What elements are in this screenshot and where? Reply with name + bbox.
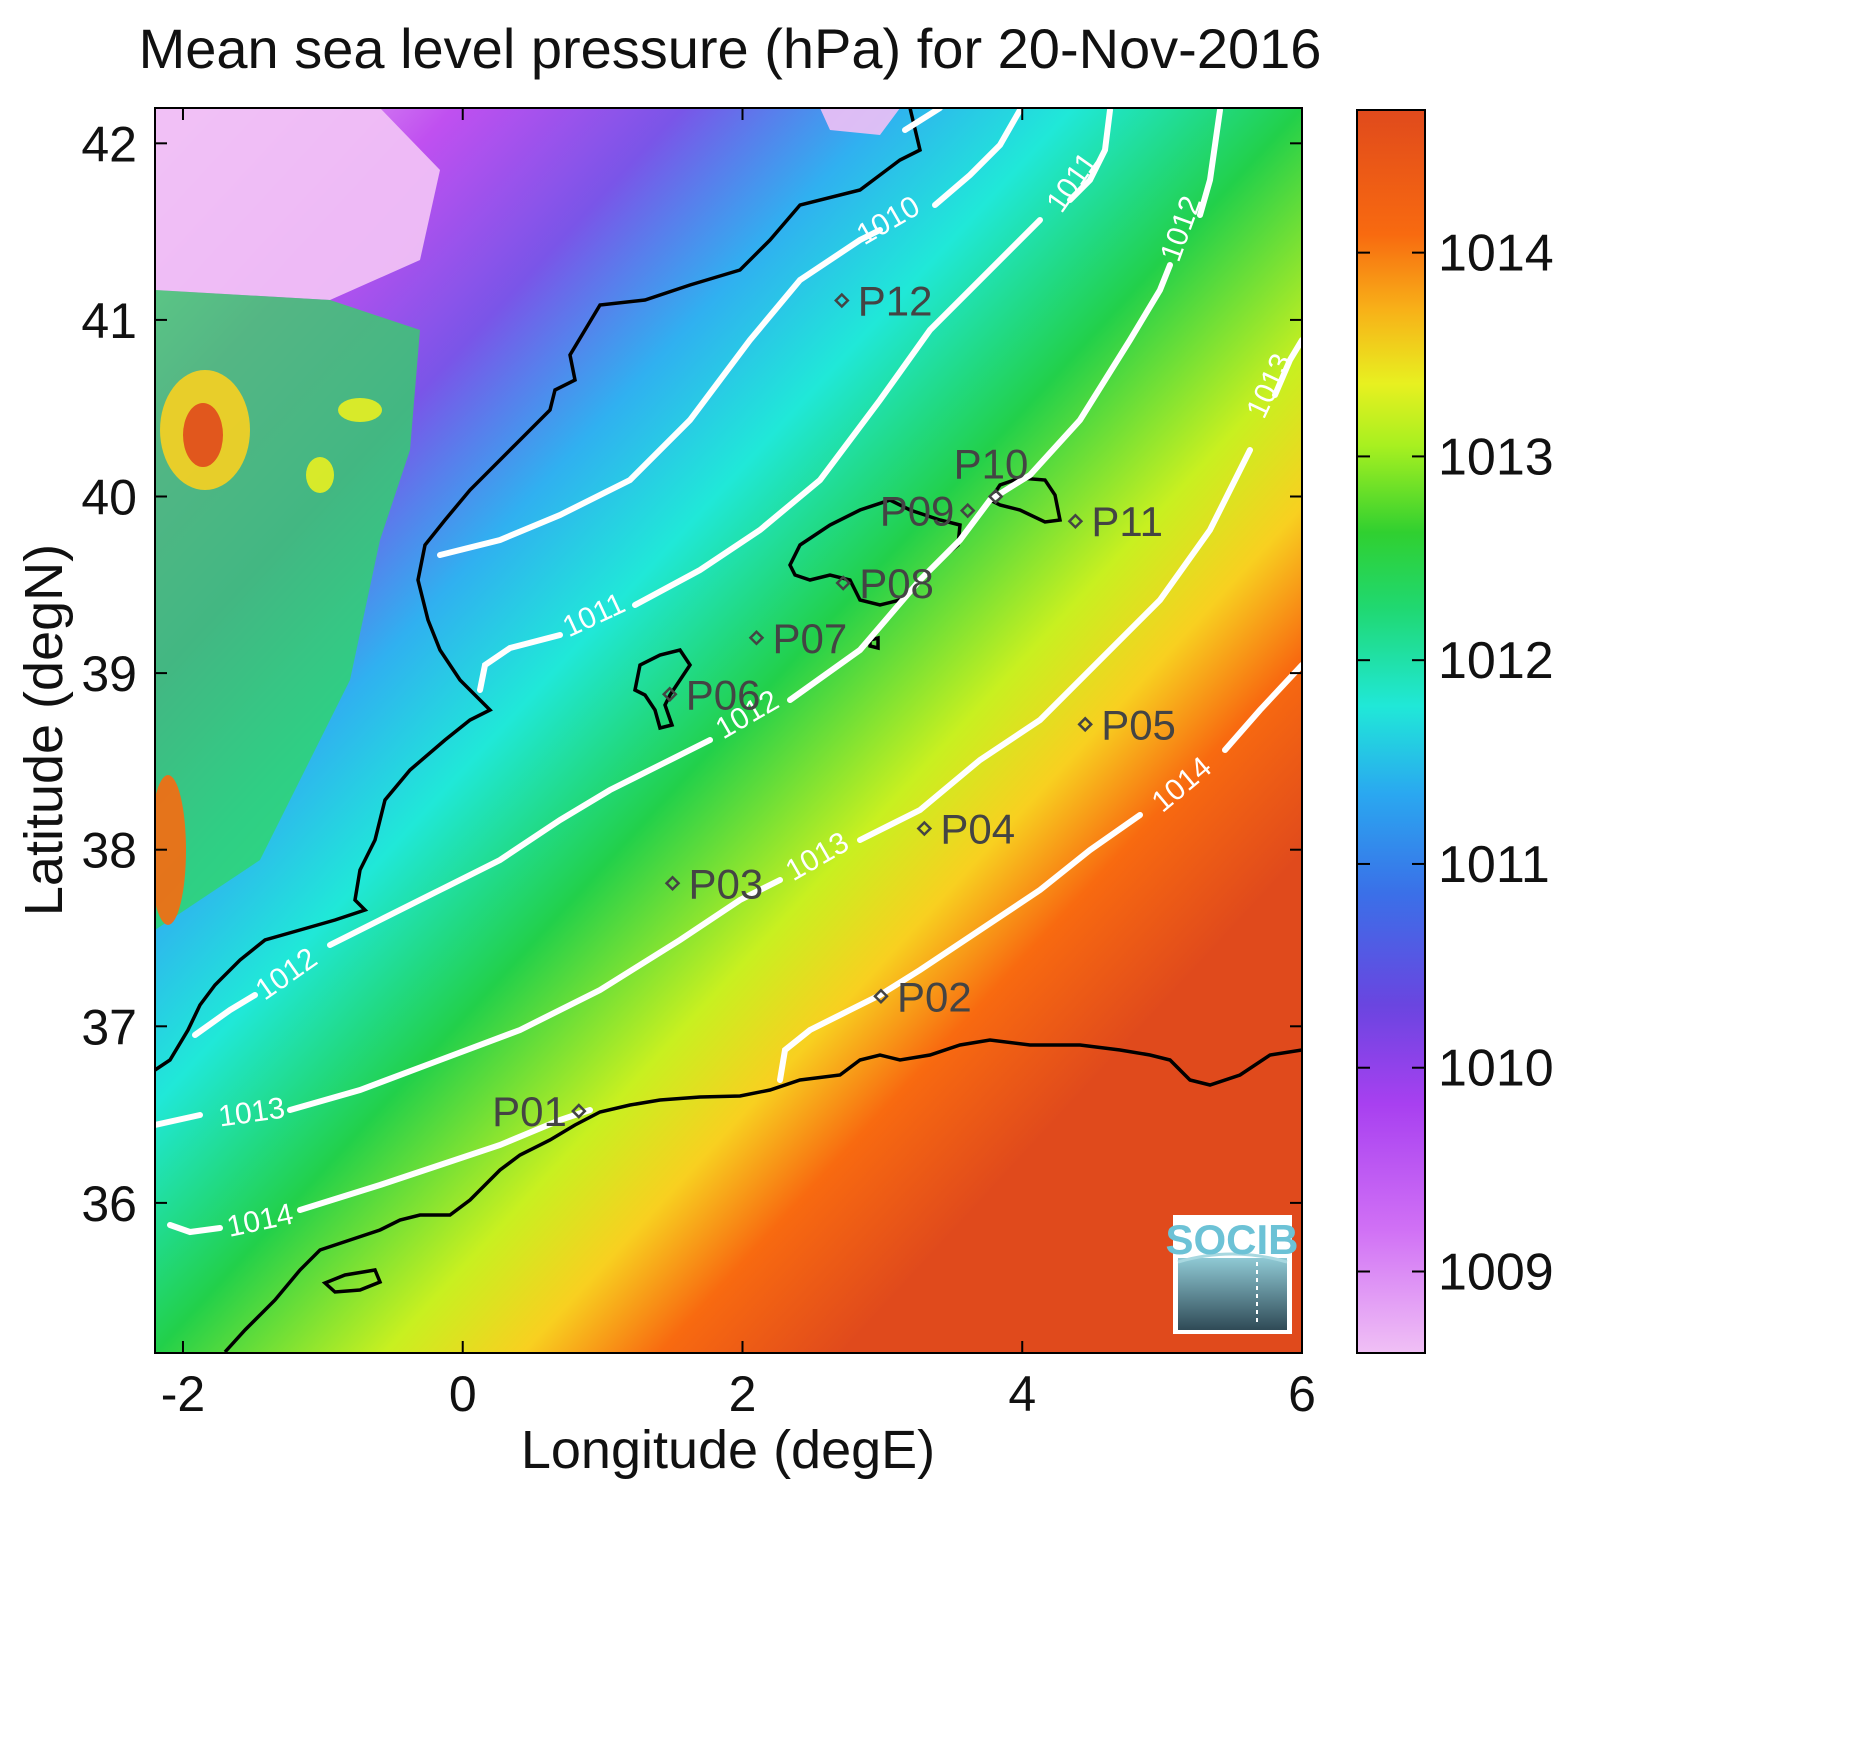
x-tick-label: 6: [1288, 1366, 1316, 1422]
station-label: P01: [492, 1088, 567, 1135]
station-label: P12: [858, 277, 933, 324]
station-marker: [959, 502, 976, 519]
y-tick-label: 39: [81, 646, 137, 702]
x-tick-label: 0: [449, 1366, 477, 1422]
inland-yellow-spot-2: [338, 398, 382, 422]
logo-wave: [1177, 1252, 1288, 1264]
y-tick-label: 42: [81, 116, 137, 172]
low-pressure-region: [155, 108, 440, 300]
station-label: P05: [1101, 701, 1176, 748]
menorca-coast: [987, 476, 1063, 524]
y-tick-label: 41: [81, 293, 137, 349]
isobar-1014: [167, 662, 1302, 1236]
station-marker: [664, 875, 681, 892]
plot-frame: [154, 107, 1303, 1354]
station-marker: [916, 820, 933, 837]
station-label: P02: [897, 973, 972, 1020]
ibiza-coast: [633, 648, 693, 731]
station-label: P09: [880, 488, 955, 535]
isobar-1010-top: [902, 108, 943, 133]
x-tick-label: 4: [1008, 1366, 1036, 1422]
colorbar-ticks: 1009 1010 1011 1012 1013 1014: [1357, 225, 1554, 1301]
isobar-1013: [155, 337, 1302, 1128]
inland-red-spot: [183, 403, 223, 467]
station-label: P08: [859, 560, 934, 607]
x-axis-label: Longitude (degE): [521, 1420, 935, 1480]
station-marker: [987, 488, 1004, 505]
station-marker: [571, 1103, 587, 1119]
low-pressure-patch: [820, 108, 900, 135]
y-tick-label: 36: [81, 1176, 137, 1232]
cabrera-coast: [868, 635, 880, 651]
coastline: [155, 108, 1302, 1353]
inland-orange-spot: [155, 775, 186, 925]
station-label: P10: [954, 441, 1029, 488]
x-axis: -2 0 2 4 6: [161, 108, 1316, 1422]
iberian-east-coast: [155, 108, 923, 1072]
station-label: P06: [686, 671, 761, 718]
x-tick-label: -2: [161, 1366, 205, 1422]
x-tick-label: 2: [729, 1366, 757, 1422]
station-marker: [835, 575, 851, 591]
socib-logo: SOCIB: [1165, 1215, 1299, 1334]
station-marker: [661, 686, 678, 703]
station-label: P11: [1091, 498, 1163, 545]
north-africa-coast: [223, 1038, 1302, 1353]
isobar-1010-main: [437, 108, 1023, 558]
y-axis-label: Latitude (degN): [14, 544, 74, 916]
station-marker: [1067, 513, 1084, 530]
pressure-field: 1010 1011 1011 1012 1012 1012 1013 1013 …: [155, 108, 1302, 1353]
colorbar-tick-label: 1011: [1438, 836, 1550, 894]
station-marker: [873, 988, 889, 1005]
station-marker: [834, 292, 850, 309]
alboran-island: [321, 1268, 383, 1294]
isobars: [155, 108, 1302, 1236]
station-marker: [1077, 716, 1093, 733]
y-tick-label: 40: [81, 470, 137, 526]
colorbar-tick-label: 1010: [1438, 1040, 1554, 1098]
y-axis: 36 37 38 39 40 41 42: [81, 116, 1302, 1232]
colorbar-tick-label: 1014: [1438, 225, 1554, 283]
station-label: P04: [940, 806, 1015, 853]
isobar-1012: [192, 108, 1223, 1038]
colorbar: [1356, 109, 1426, 1354]
station-label: P03: [689, 860, 764, 907]
map-title: Mean sea level pressure (hPa) for 20-Nov…: [139, 17, 1322, 80]
station-marker: [748, 630, 765, 646]
colorbar-tick-label: 1013: [1438, 428, 1554, 486]
logo-text: SOCIB: [1165, 1216, 1298, 1263]
y-tick-label: 37: [81, 999, 137, 1055]
isobar-1011: [477, 108, 1113, 693]
station-label: P07: [772, 615, 847, 662]
logo-sea: [1178, 1258, 1287, 1330]
y-tick-label: 38: [81, 823, 137, 879]
colorbar-tick-label: 1009: [1438, 1243, 1554, 1301]
inland-yellow-spot-3: [306, 457, 334, 493]
colorbar-tick-label: 1012: [1438, 632, 1554, 690]
